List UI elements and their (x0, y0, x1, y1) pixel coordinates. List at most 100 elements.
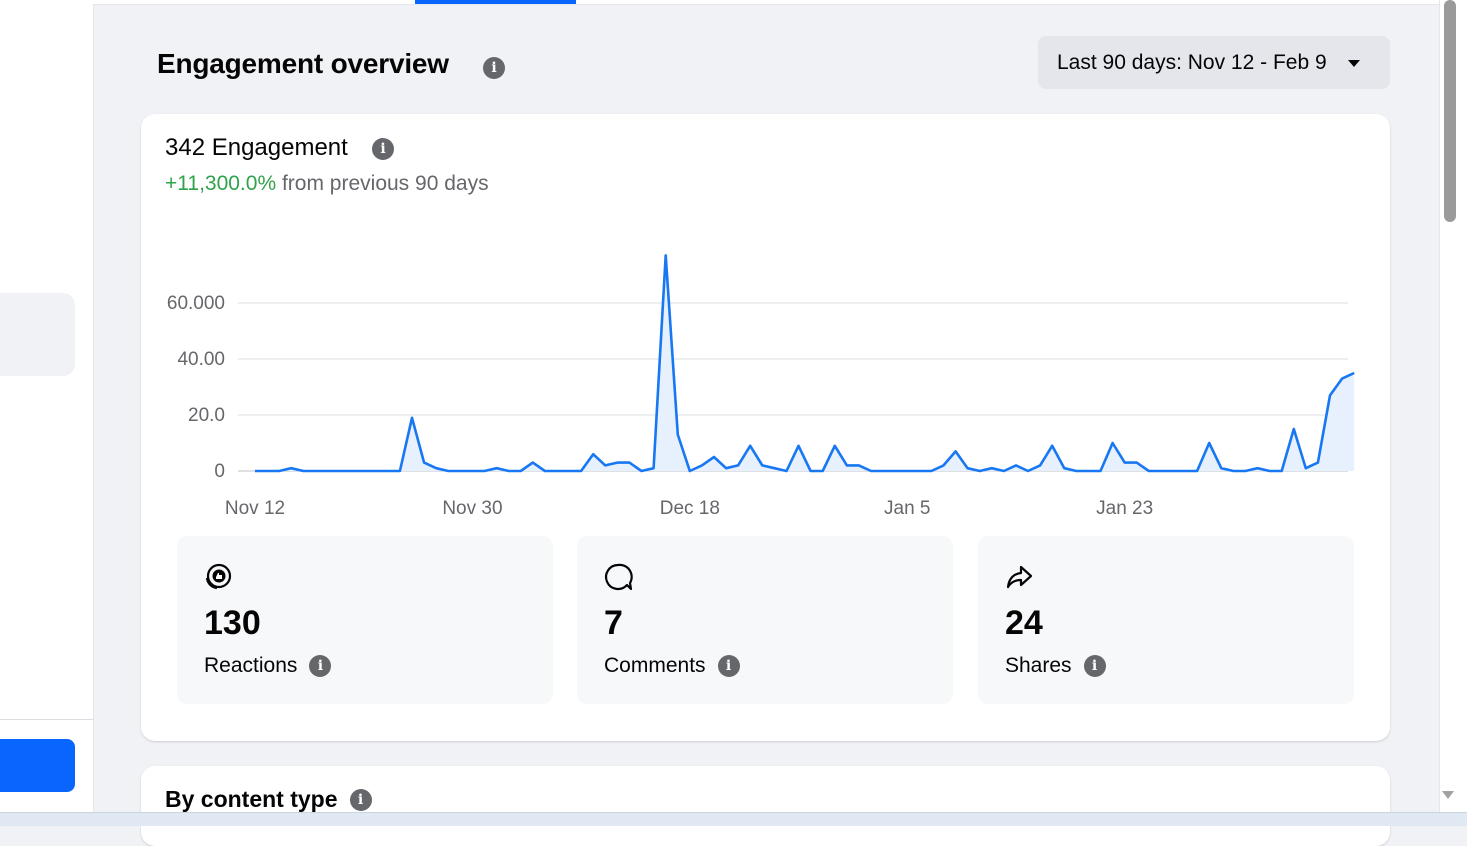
scrollbar-thumb[interactable] (1444, 0, 1456, 222)
data-point[interactable] (446, 469, 450, 473)
data-point[interactable] (422, 461, 426, 465)
data-point[interactable] (483, 469, 487, 473)
data-point[interactable] (760, 463, 764, 467)
data-point[interactable] (1280, 469, 1284, 473)
data-point[interactable] (748, 444, 752, 448)
data-point[interactable] (410, 416, 414, 420)
data-point[interactable] (1328, 393, 1332, 397)
data-point[interactable] (700, 463, 704, 467)
data-point[interactable] (676, 433, 680, 437)
data-point[interactable] (1147, 469, 1151, 473)
data-point[interactable] (1231, 469, 1235, 473)
data-point[interactable] (1050, 444, 1054, 448)
data-point[interactable] (881, 469, 885, 473)
info-icon[interactable]: i (372, 138, 394, 160)
data-point[interactable] (929, 469, 933, 473)
info-icon[interactable]: i (309, 655, 332, 677)
data-point[interactable] (1099, 469, 1103, 473)
active-tab-indicator[interactable] (415, 0, 576, 4)
data-point[interactable] (289, 466, 293, 470)
sidebar-primary-button[interactable] (0, 739, 75, 792)
data-point[interactable] (942, 463, 946, 467)
data-point[interactable] (1038, 463, 1042, 467)
data-point[interactable] (591, 452, 595, 456)
data-point[interactable] (1195, 469, 1199, 473)
data-point[interactable] (1086, 469, 1090, 473)
data-point[interactable] (507, 469, 511, 473)
data-point[interactable] (990, 466, 994, 470)
data-point[interactable] (567, 469, 571, 473)
info-icon[interactable]: i (717, 655, 740, 677)
date-range-dropdown[interactable]: Last 90 days: Nov 12 - Feb 9 (1038, 36, 1390, 89)
data-point[interactable] (615, 461, 619, 465)
data-point[interactable] (1002, 469, 1006, 473)
data-point[interactable] (603, 463, 607, 467)
data-point[interactable] (338, 469, 342, 473)
data-point[interactable] (724, 466, 728, 470)
data-point[interactable] (1111, 441, 1115, 445)
sidebar-item-selected[interactable] (0, 293, 75, 376)
data-point[interactable] (627, 461, 631, 465)
data-point[interactable] (374, 469, 378, 473)
data-point[interactable] (350, 469, 354, 473)
data-point[interactable] (1268, 469, 1272, 473)
data-point[interactable] (326, 469, 330, 473)
data-point[interactable] (966, 466, 970, 470)
data-point[interactable] (386, 469, 390, 473)
data-point[interactable] (797, 444, 801, 448)
data-point[interactable] (893, 469, 897, 473)
data-point[interactable] (688, 469, 692, 473)
data-point[interactable] (1183, 469, 1187, 473)
data-point[interactable] (857, 463, 861, 467)
data-point[interactable] (1074, 469, 1078, 473)
data-point[interactable] (313, 469, 317, 473)
data-point[interactable] (1340, 377, 1344, 381)
info-icon[interactable]: i (1083, 655, 1106, 677)
data-point[interactable] (1256, 466, 1260, 470)
data-point[interactable] (736, 463, 740, 467)
data-point[interactable] (398, 469, 402, 473)
data-point[interactable] (555, 469, 559, 473)
data-point[interactable] (301, 469, 305, 473)
data-point[interactable] (640, 469, 644, 473)
data-point[interactable] (1014, 463, 1018, 467)
data-point[interactable] (1219, 466, 1223, 470)
data-point[interactable] (519, 469, 523, 473)
scroll-down-arrow-icon[interactable] (1442, 791, 1454, 799)
info-icon[interactable]: i (483, 57, 505, 79)
data-point[interactable] (1292, 427, 1296, 431)
data-point[interactable] (470, 469, 474, 473)
data-point[interactable] (809, 469, 813, 473)
data-point[interactable] (495, 466, 499, 470)
data-point[interactable] (772, 466, 776, 470)
data-point[interactable] (265, 469, 269, 473)
data-point[interactable] (1352, 371, 1356, 375)
data-point[interactable] (845, 463, 849, 467)
data-point[interactable] (1316, 461, 1320, 465)
data-point[interactable] (978, 469, 982, 473)
data-point[interactable] (253, 469, 257, 473)
data-point[interactable] (917, 469, 921, 473)
info-icon[interactable]: i (349, 788, 372, 811)
data-point[interactable] (1123, 461, 1127, 465)
data-point[interactable] (1207, 441, 1211, 445)
data-point[interactable] (579, 469, 583, 473)
data-point[interactable] (531, 461, 535, 465)
data-point[interactable] (1026, 469, 1030, 473)
data-point[interactable] (712, 455, 716, 459)
data-point[interactable] (1062, 466, 1066, 470)
data-point[interactable] (905, 469, 909, 473)
data-point[interactable] (785, 469, 789, 473)
data-point[interactable] (458, 469, 462, 473)
data-point[interactable] (277, 469, 281, 473)
data-point[interactable] (1171, 469, 1175, 473)
data-point[interactable] (543, 469, 547, 473)
data-point[interactable] (954, 449, 958, 453)
data-point[interactable] (362, 469, 366, 473)
data-point[interactable] (1159, 469, 1163, 473)
data-point[interactable] (833, 444, 837, 448)
data-point[interactable] (434, 466, 438, 470)
data-point[interactable] (652, 466, 656, 470)
data-point[interactable] (821, 469, 825, 473)
data-point[interactable] (1243, 469, 1247, 473)
